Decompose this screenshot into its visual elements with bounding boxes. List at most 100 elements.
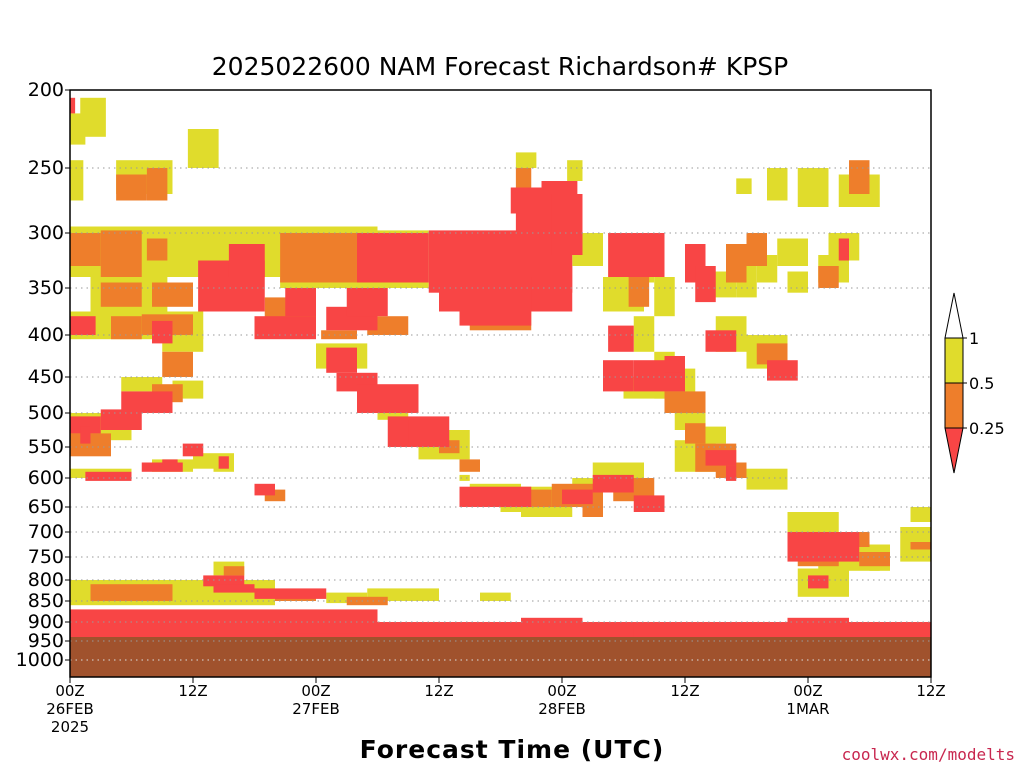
credit-text[interactable]: coolwx.com/modelts — [842, 745, 1015, 764]
ri-cell — [767, 168, 788, 201]
ri-cell — [608, 233, 665, 277]
ri-cell — [146, 238, 168, 261]
chart-title: 2025022600 NAM Forecast Richardson# KPSP — [212, 52, 788, 81]
x-tick-label: 00Z — [301, 682, 330, 700]
ri-cell — [100, 282, 142, 307]
y-tick-label: 950 — [28, 630, 64, 652]
ri-cell — [357, 384, 419, 413]
x-tick-label: 00Z — [547, 682, 576, 700]
y-tick-label: 550 — [28, 436, 64, 458]
ri-cell — [910, 507, 931, 522]
ri-cell — [280, 233, 357, 283]
x-tick-label: 1MAR — [786, 700, 829, 718]
ri-cell — [480, 592, 511, 601]
legend-label: 1 — [969, 329, 979, 348]
ri-cell — [275, 619, 357, 634]
ri-cell — [111, 316, 142, 340]
ri-cell — [70, 316, 96, 335]
ri-cell — [521, 507, 573, 517]
ri-cell — [213, 584, 255, 593]
ri-cell — [326, 347, 357, 373]
ri-cell — [808, 575, 829, 589]
x-tick-label: 00Z — [55, 682, 84, 700]
ri-cell — [357, 233, 429, 283]
ri-cell — [787, 271, 808, 293]
ri-cell — [849, 160, 870, 194]
y-tick-label: 300 — [28, 222, 64, 244]
ri-cell — [664, 356, 685, 373]
ri-cell — [705, 426, 726, 444]
ri-cell — [70, 160, 84, 201]
ri-cell — [592, 474, 634, 493]
ri-cell — [285, 288, 316, 317]
ri-cell — [582, 507, 603, 517]
legend-box-high — [944, 337, 964, 384]
ri-cell — [777, 238, 808, 266]
ri-cell — [203, 575, 245, 587]
plot-frame — [69, 89, 932, 678]
ri-cell — [797, 168, 829, 207]
ri-cell — [838, 238, 849, 261]
y-tick-label: 450 — [28, 366, 64, 388]
ri-cell — [408, 419, 439, 444]
ri-cell — [264, 489, 286, 502]
ri-cell — [562, 489, 593, 505]
ri-cell — [818, 266, 839, 288]
ri-cell — [603, 360, 634, 392]
y-tick-label: 750 — [28, 546, 64, 568]
ri-cell — [767, 360, 798, 381]
ri-cell — [859, 552, 890, 567]
y-tick-label: 800 — [28, 569, 64, 591]
ri-cell — [141, 462, 183, 472]
ri-cell — [228, 244, 265, 277]
ri-cell — [162, 459, 178, 466]
ri-cell — [459, 277, 532, 326]
ri-cell — [254, 483, 275, 496]
ri-cell — [910, 542, 931, 550]
ri-cell — [567, 160, 583, 181]
y-tick-label: 500 — [28, 402, 64, 424]
ri-cell — [116, 174, 147, 201]
x-tick-label: 2025 — [51, 718, 89, 736]
ri-cell — [551, 194, 583, 255]
y-axis: 200 250 300 350 400 450 500 550 600 650 700 7508008… — [16, 79, 70, 671]
ri-cell — [633, 495, 665, 512]
ri-cell — [254, 588, 327, 599]
x-tick-label: 12Z — [916, 682, 945, 700]
ri-cell — [80, 426, 91, 444]
y-tick-label: 400 — [28, 324, 64, 346]
ground-area — [70, 637, 931, 677]
ri-cell — [459, 459, 480, 472]
legend-arrow-up — [944, 292, 964, 339]
legend-label: 0.25 — [969, 419, 1005, 438]
ri-cell — [146, 168, 168, 201]
ri-cell — [121, 391, 173, 413]
y-tick-label: 650 — [28, 496, 64, 518]
ri-cell — [223, 566, 245, 576]
y-tick-label: 900 — [28, 611, 64, 633]
ri-cell — [152, 282, 193, 307]
ri-cell — [321, 330, 357, 340]
y-tick-label: 600 — [28, 467, 64, 489]
ri-cell — [346, 288, 388, 317]
x-tick-label: 12Z — [670, 682, 699, 700]
y-tick-label: 350 — [28, 277, 64, 299]
ri-cell — [705, 450, 737, 466]
ri-cell — [152, 320, 173, 344]
y-tick-label: 200 — [28, 79, 64, 101]
gridlines — [70, 167, 931, 661]
ri-cell — [746, 233, 767, 266]
ri-cell — [70, 233, 101, 266]
ri-cell — [756, 343, 788, 365]
y-tick-label: 250 — [28, 157, 64, 179]
ri-cell — [187, 129, 219, 168]
ri-cell — [628, 277, 650, 307]
ri-cell — [100, 230, 142, 277]
x-axis-label: Forecast Time (UTC) — [360, 735, 665, 764]
ri-cell — [654, 277, 675, 317]
legend-box-mid — [944, 382, 964, 429]
x-tick-label: 26FEB — [46, 700, 93, 718]
ri-cell — [80, 97, 106, 137]
